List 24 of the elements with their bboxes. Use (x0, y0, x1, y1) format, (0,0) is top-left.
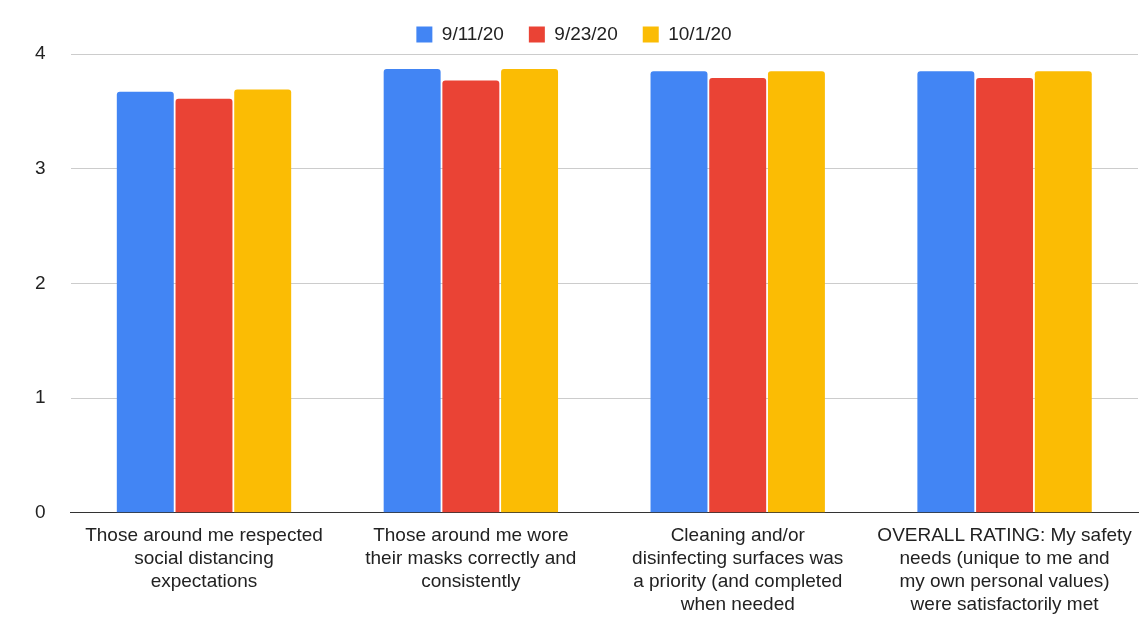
bar (442, 80, 500, 513)
bar (767, 71, 825, 513)
x-tick-label: Those around me respected social distancing expectations (85, 524, 323, 592)
y-tick-label: 4 (34, 42, 46, 64)
bar (917, 71, 975, 513)
bar (175, 98, 233, 513)
bar (383, 68, 441, 513)
y-tick-label: 3 (34, 156, 46, 178)
y-tick-label: 2 (34, 271, 46, 293)
bar (709, 78, 767, 513)
bar (501, 68, 559, 513)
bar (976, 78, 1034, 513)
legend-label: 9/23/20 (554, 22, 618, 44)
y-tick-label: 0 (34, 501, 46, 523)
bar (1034, 71, 1092, 513)
x-tick-label: Those around me wore their masks correctly and consistently (365, 524, 577, 592)
x-tick-label: Cleaning and/or disinfecting surfaces was a priority (and completed when needed (632, 524, 844, 614)
bar (234, 89, 292, 513)
y-tick-label: 1 (34, 386, 46, 408)
legend-label: 10/1/20 (668, 22, 732, 44)
legend-label: 9/11/20 (441, 22, 504, 44)
bar (650, 71, 708, 513)
x-tick-label: OVERALL RATING: My safety needs (unique to me and my own personal values) were satisfactorily met (877, 524, 1133, 614)
bar (116, 91, 174, 513)
